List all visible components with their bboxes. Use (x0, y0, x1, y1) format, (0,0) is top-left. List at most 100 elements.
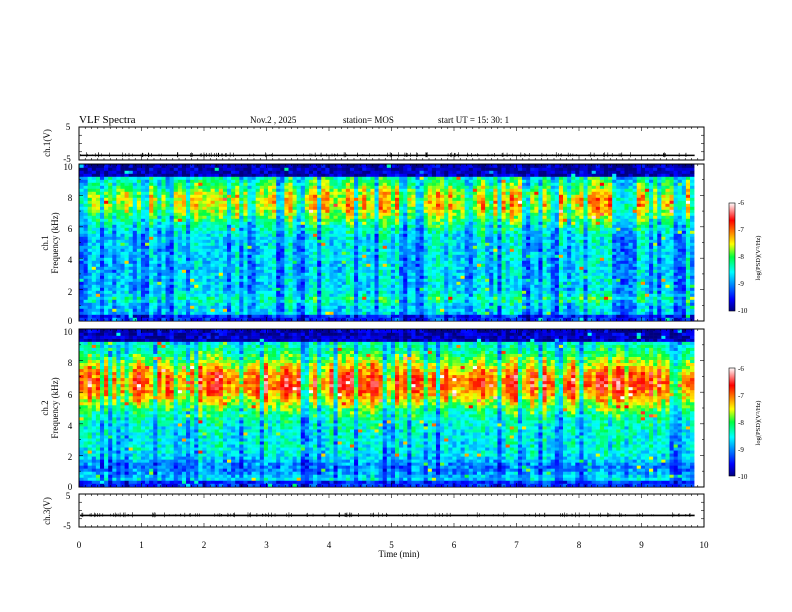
spectrogram-cell (231, 290, 236, 294)
spectrogram-cell (124, 254, 129, 258)
spectrogram-cell (153, 212, 158, 216)
spectrogram-cell (431, 308, 437, 312)
spectrogram-cell (325, 224, 330, 228)
spectrogram-cell (288, 200, 293, 204)
spectrogram-cell (321, 182, 326, 186)
spectrogram-cell (403, 197, 408, 201)
spectrogram-cell (390, 164, 396, 168)
spectrogram-cell (255, 227, 261, 231)
spectrogram-cell (370, 170, 375, 174)
spectrogram-cell (181, 260, 187, 264)
spectrogram-cell (280, 212, 285, 216)
spectrogram-cell (267, 194, 273, 198)
spectrogram-cell (374, 272, 379, 276)
spectrogram-cell (91, 191, 97, 195)
spectrogram-cell (337, 197, 343, 201)
spectrogram-cell (321, 275, 326, 279)
spectrogram-cell (407, 311, 412, 315)
spectrogram-cell (435, 257, 441, 261)
spectrogram-cell (186, 233, 191, 237)
spectrogram-cell (403, 182, 408, 186)
spectrogram-cell (247, 188, 252, 192)
spectrogram-cell (181, 314, 187, 318)
spectrogram-cell (333, 314, 338, 318)
spectrogram-cell (259, 170, 265, 174)
spectrogram-cell (149, 293, 154, 297)
spectrogram-cell (378, 245, 384, 249)
spectrogram-cell (399, 290, 404, 294)
spectrogram-cell (288, 239, 293, 243)
spectrogram-cell (120, 179, 125, 183)
spectrogram-cell (235, 203, 240, 207)
spectrogram-cell (104, 293, 109, 297)
spectrogram-cell (431, 293, 437, 297)
spectrogram-cell (370, 314, 375, 318)
spectrogram-cell (349, 236, 355, 240)
spectrogram-cell (349, 269, 355, 273)
spectrogram-cell (358, 167, 363, 171)
spectrogram-cell (227, 218, 232, 222)
spectrogram-cell (431, 203, 437, 207)
spectrogram-cell (399, 176, 404, 180)
spectrogram-cell (169, 218, 175, 222)
spectrogram-cell (276, 176, 281, 180)
spectrogram-cell (198, 263, 203, 267)
spectrogram-cell (284, 182, 289, 186)
spectrogram-cell (218, 263, 224, 267)
spectrogram-cell (227, 281, 232, 285)
spectrogram-cell (435, 284, 441, 288)
spectrogram-cell (395, 185, 400, 189)
spectrogram-cell (186, 224, 191, 228)
spectrogram-cell (206, 185, 211, 189)
spectrogram-cell (300, 305, 306, 309)
spectrogram-cell (169, 245, 175, 249)
spectrogram-cell (440, 284, 445, 288)
spectrogram-cell (251, 224, 256, 228)
spectrogram-cell (304, 269, 310, 273)
spectrogram-cell (79, 188, 84, 192)
spectrogram-cell (325, 176, 330, 180)
spectrogram-cell (308, 182, 314, 186)
spectrogram-cell (194, 239, 199, 243)
spectrogram-cell (95, 272, 101, 276)
spectrogram-cell (358, 254, 363, 258)
spectrogram-cell (308, 209, 314, 213)
spectrogram-cell (423, 299, 429, 303)
spectrogram-cell (325, 272, 330, 276)
spectrogram-cell (308, 176, 314, 180)
spectrogram-cell (284, 188, 289, 192)
spectrogram-cell (440, 254, 445, 258)
spectrogram-cell (128, 314, 134, 318)
spectrogram-cell (153, 302, 158, 306)
spectrogram-cell (399, 260, 404, 264)
spectrogram-cell (173, 170, 179, 174)
spectrogram-cell (153, 314, 158, 318)
spectrogram-cell (231, 242, 236, 246)
spectrogram-cell (370, 176, 375, 180)
spectrogram-cell (386, 173, 392, 177)
spectrogram-cell (104, 233, 109, 237)
spectrogram-cell (247, 176, 252, 180)
spectrogram-cell (132, 218, 138, 222)
spectrogram-cell (218, 275, 224, 279)
spectrogram-cell (403, 266, 408, 270)
spectrogram-cell (378, 275, 384, 279)
spectrogram-cell (435, 176, 441, 180)
spectrogram-cell (423, 245, 429, 249)
spectrogram-cell (304, 242, 310, 246)
spectrogram-cell (296, 197, 302, 201)
spectrogram-cell (165, 242, 170, 246)
spectrogram-cell (354, 284, 359, 288)
spectrogram-cell (145, 236, 150, 240)
spectrogram-cell (194, 242, 199, 246)
spectrogram-cell (198, 308, 203, 312)
spectrogram-cell (222, 227, 228, 231)
spectrogram-cell (169, 305, 175, 309)
spectrogram-cell (169, 257, 175, 261)
spectrogram-cell (145, 242, 150, 246)
spectrogram-cell (337, 317, 343, 321)
spectrogram-cell (304, 251, 310, 255)
spectrogram-cell (296, 224, 302, 228)
spectrogram-cell (181, 281, 187, 285)
spectrogram-cell (272, 278, 277, 282)
